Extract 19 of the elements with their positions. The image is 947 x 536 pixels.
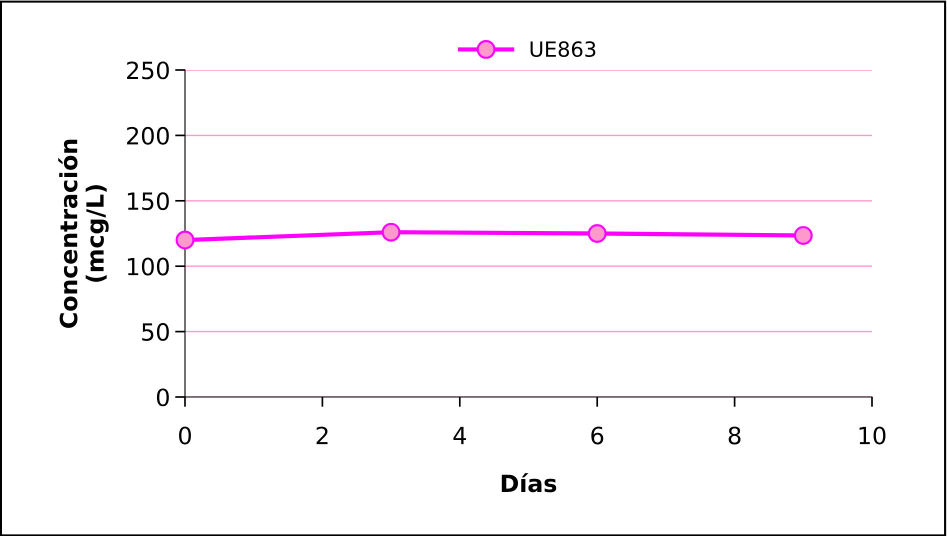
y-tick-label: 0 bbox=[156, 388, 169, 406]
point bbox=[588, 224, 607, 243]
x-axis-title: Días bbox=[502, 473, 556, 492]
y-tick-label: 150 bbox=[128, 192, 169, 210]
y-tick-label: 50 bbox=[142, 323, 169, 341]
x-tick-label: 6 bbox=[591, 426, 604, 444]
legend-label: UE863 bbox=[530, 41, 596, 58]
x-tick-label: 0 bbox=[179, 426, 191, 444]
point bbox=[794, 226, 813, 245]
x-tick-label: 8 bbox=[728, 426, 740, 444]
y-tick-label: 100 bbox=[128, 258, 169, 276]
x-tick-label: 10 bbox=[860, 426, 886, 444]
y-axis-title: Concentración (mcg/L) bbox=[58, 140, 109, 328]
y-tick-label: 250 bbox=[127, 61, 169, 80]
x-tick-label: 4 bbox=[453, 426, 466, 444]
x-tick-label: 2 bbox=[316, 426, 328, 444]
point bbox=[382, 222, 400, 242]
y-tick-label: 200 bbox=[127, 126, 169, 145]
point bbox=[176, 230, 194, 250]
